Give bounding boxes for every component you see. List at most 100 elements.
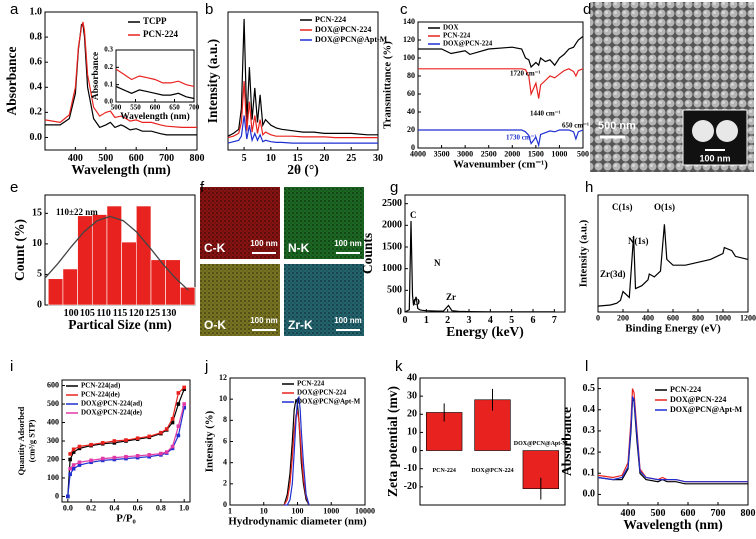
- point: [68, 466, 72, 471]
- annotation: 1730 cm⁻¹: [506, 134, 536, 142]
- y-tick-label: 0.0: [30, 132, 43, 143]
- bar: [91, 214, 108, 306]
- bar: [121, 241, 137, 306]
- legend-label: DOX@PCN-224: [443, 40, 493, 48]
- y-tick-label: 8: [223, 415, 227, 424]
- bar: [136, 205, 152, 306]
- particle: [716, 120, 738, 142]
- x-tick-label: 1200: [740, 314, 756, 323]
- series-line: [418, 35, 584, 69]
- y-tick-label: 200: [47, 454, 59, 463]
- x-axis-label: Wavenumber (cm⁻¹): [453, 158, 548, 170]
- x-tick-label: 1000: [715, 314, 731, 323]
- legend-label: DOX@PCN-224: [315, 25, 371, 34]
- x-tick-label: 500: [98, 153, 113, 164]
- y-tick-label: 0: [37, 299, 42, 310]
- y-tick-label: 6: [223, 436, 227, 445]
- y-tick-label: 0.6: [30, 56, 43, 67]
- bar: [77, 215, 93, 306]
- point: [100, 441, 105, 445]
- y-tick-label: 2500: [382, 198, 402, 209]
- panel-letter: i: [10, 358, 13, 375]
- point: [159, 430, 163, 435]
- legend-label: PCN-224(ad): [81, 382, 121, 390]
- y-tick-label: 2000: [382, 220, 402, 231]
- y-tick-label: 400: [47, 417, 59, 426]
- panel-letter: j: [204, 358, 208, 375]
- point: [112, 455, 117, 460]
- y-tick-label: 0.1: [583, 468, 596, 479]
- y-tick-label: 40: [407, 107, 415, 116]
- x-tick-label: 800: [741, 508, 756, 519]
- series-line: [115, 85, 195, 100]
- y-tick-label: 0.2: [104, 63, 113, 71]
- x-tick-label: 4000: [410, 150, 426, 159]
- point: [176, 402, 181, 406]
- point: [68, 452, 72, 456]
- bar: [106, 205, 122, 306]
- y-tick-label: 10: [219, 394, 227, 403]
- x-tick-label: 1: [424, 315, 429, 326]
- point: [147, 434, 152, 439]
- x-axis-label: Binding Energy (eV): [625, 322, 721, 334]
- element-label: C-K: [204, 241, 226, 255]
- point: [124, 456, 128, 461]
- point: [77, 446, 82, 451]
- series-line: [115, 68, 195, 87]
- x-tick-label: 700: [711, 508, 726, 519]
- x-tick-label: 7: [552, 315, 557, 326]
- y-tick-label: 40: [407, 372, 417, 383]
- series-line: [597, 395, 748, 483]
- fit-curve: [44, 215, 189, 291]
- plot-frame: [417, 21, 584, 149]
- x-axis-label: 2θ (°): [287, 162, 319, 177]
- x-tick-label: 1: [228, 507, 232, 516]
- legend-label: DOX@PCN@Apt-M: [670, 405, 743, 414]
- point: [170, 444, 175, 449]
- x-tick-label: 2000: [504, 150, 520, 159]
- legend-label: PCN-224(de): [81, 391, 121, 399]
- x-tick-label: 15: [293, 153, 303, 164]
- point: [112, 441, 117, 445]
- panel-letter: h: [585, 179, 593, 196]
- point: [135, 453, 140, 458]
- scale-label: 100 nm: [250, 316, 278, 325]
- x-tick-label: 25: [346, 153, 356, 164]
- x-tick-label: 3000: [457, 150, 473, 159]
- scale-label: 100 nm: [699, 153, 730, 163]
- y-tick-label: 0.8: [30, 31, 43, 42]
- panel-letter: a: [10, 1, 19, 18]
- x-tick-label: 4: [488, 315, 493, 326]
- point: [147, 453, 152, 457]
- series-line: [418, 129, 584, 148]
- scale-label: 100 nm: [334, 316, 362, 325]
- point: [66, 494, 70, 499]
- annotation: N(1s): [628, 236, 649, 246]
- x-tick-label: 2: [445, 315, 450, 326]
- annotation: 1440 cm⁻¹: [530, 110, 560, 118]
- x-axis-label: Wavelength (nm): [120, 111, 189, 122]
- y-axis-label: Count (%): [12, 219, 27, 281]
- y-tick-label: 100: [403, 53, 415, 62]
- x-tick-label: 600: [681, 508, 696, 519]
- x-axis-label: Energy (keV): [446, 324, 524, 339]
- y-tick-label: 60: [407, 89, 415, 98]
- category-label: DOX@PCN-224: [471, 468, 513, 474]
- x-tick-label: 30: [373, 153, 383, 164]
- annotation: O: [413, 297, 420, 307]
- legend-label: DOX@PCN-224(ad): [81, 400, 143, 408]
- y-axis-label: Intensity (a.u.): [205, 39, 220, 123]
- x-tick-label: 600: [150, 104, 161, 112]
- series-line: [227, 80, 378, 139]
- point: [164, 450, 169, 454]
- point: [89, 458, 93, 463]
- annotation: 650 cm⁻¹: [562, 122, 589, 130]
- series-line: [283, 409, 310, 506]
- panel-letter: g: [390, 179, 398, 196]
- x-axis-label: Wavelength (nm): [623, 517, 722, 532]
- panel-letter: f: [200, 179, 205, 196]
- y-tick-label: 0.3: [583, 425, 596, 436]
- x-tick-label: 105: [80, 308, 95, 319]
- point: [77, 460, 82, 465]
